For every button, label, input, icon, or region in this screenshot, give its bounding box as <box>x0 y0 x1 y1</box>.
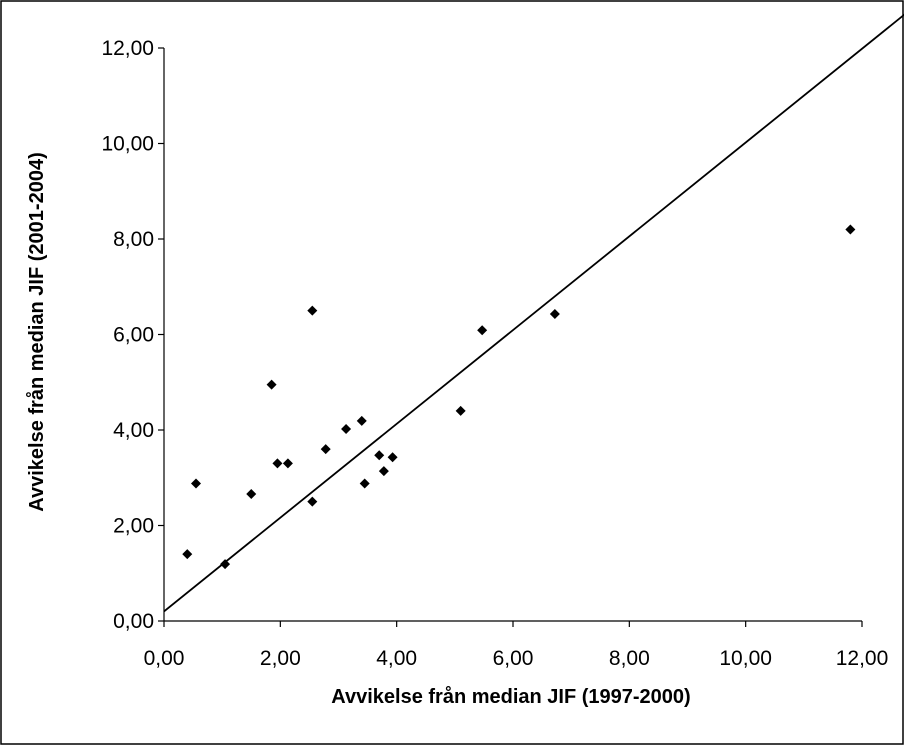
x-tick-label: 4,00 <box>376 647 417 670</box>
scatter-point <box>320 444 331 455</box>
scatter-point <box>387 452 398 463</box>
data-points <box>182 224 856 570</box>
scatter-point <box>272 458 283 469</box>
scatter-point <box>282 458 293 469</box>
scatter-point <box>190 478 201 489</box>
y-axis-title: Avvikelse från median JIF (2001-2004) <box>25 152 48 511</box>
scatter-point <box>845 224 856 235</box>
x-tick-label: 10,00 <box>719 647 772 670</box>
trend-line <box>164 13 904 613</box>
x-tick-label: 0,00 <box>144 647 185 670</box>
x-axis-title: Avvikelse från median JIF (1997-2000) <box>331 685 690 708</box>
scatter-point <box>455 405 466 416</box>
scatter-point <box>307 305 318 316</box>
x-tick-label: 2,00 <box>260 647 301 670</box>
y-tick-label: 10,00 <box>101 133 154 156</box>
scatter-point <box>341 424 352 435</box>
scatter-point <box>477 325 488 336</box>
plot-area <box>164 13 904 613</box>
y-tick-label: 8,00 <box>113 228 154 251</box>
x-tick-label: 12,00 <box>836 647 889 670</box>
y-tick-label: 0,00 <box>113 610 154 633</box>
scatter-point <box>246 488 257 499</box>
scatter-point <box>378 466 389 477</box>
scatter-point <box>266 379 277 390</box>
y-tick-label: 2,00 <box>113 515 154 538</box>
x-tick-label: 6,00 <box>493 647 534 670</box>
tick-labels: 0,00 2,00 4,00 6,00 8,00 10,00 12,00 0,00 2,00 4,… <box>101 37 888 670</box>
scatter-point <box>359 478 370 489</box>
y-tick-label: 12,00 <box>101 37 154 60</box>
y-tick-label: 4,00 <box>113 419 154 442</box>
scatter-point <box>182 549 193 560</box>
scatter-point <box>549 308 560 319</box>
scatter-point <box>356 415 367 426</box>
scatter-point <box>307 496 318 507</box>
y-tick-label: 6,00 <box>113 324 154 347</box>
scatter-point <box>220 559 231 570</box>
scatter-point <box>374 450 385 461</box>
x-tick-label: 8,00 <box>609 647 650 670</box>
axes <box>158 47 863 627</box>
